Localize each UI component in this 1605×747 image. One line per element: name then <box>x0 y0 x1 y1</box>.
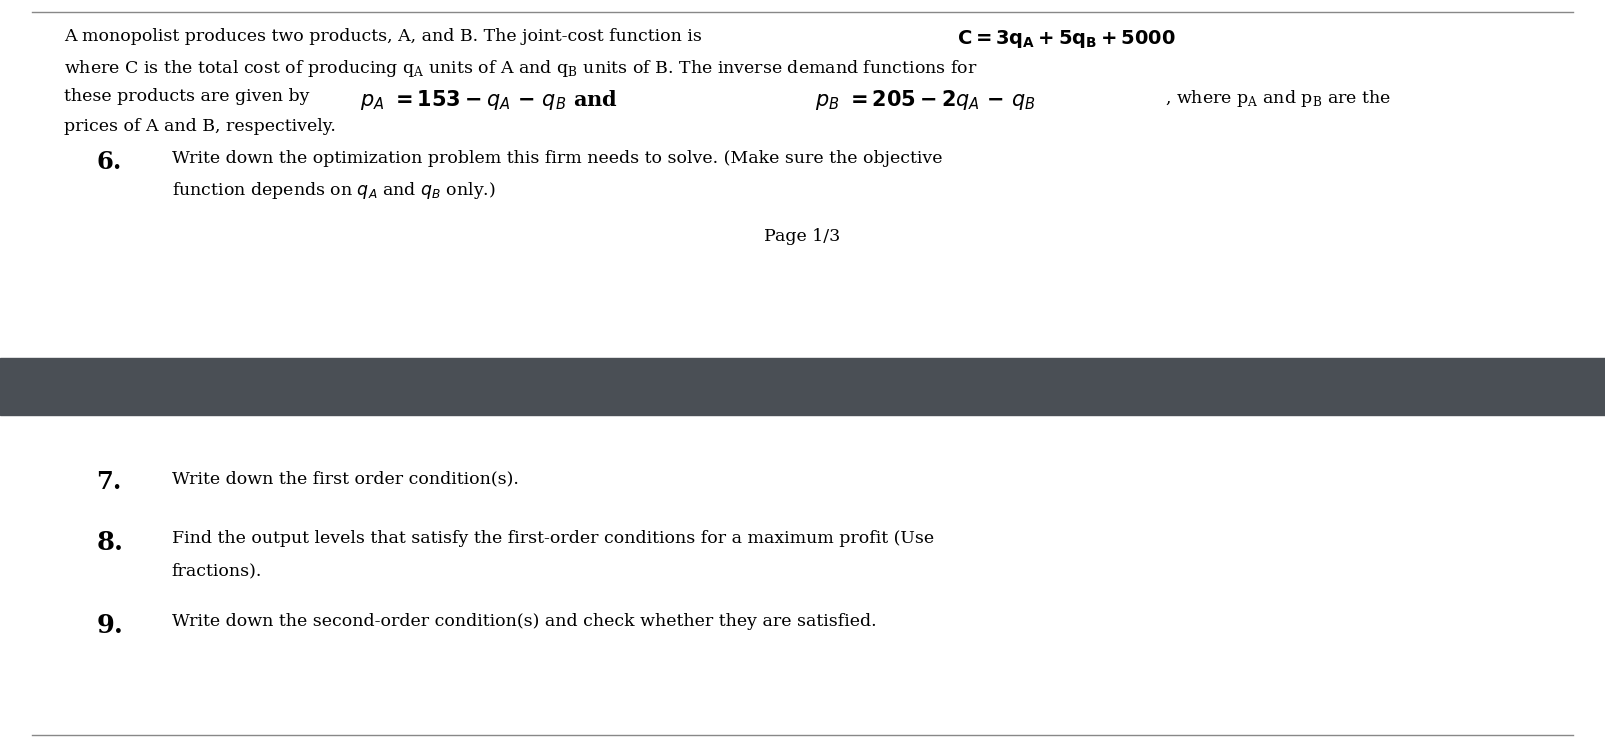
Text: function depends on $q_A$ and $q_B$ only.): function depends on $q_A$ and $q_B$ only… <box>172 180 496 201</box>
Text: $\boldsymbol{p_B}$ $\mathbf{= 205 - 2}$$\boldsymbol{q_A}$ $\boldsymbol{-}$ $\bol: $\boldsymbol{p_B}$ $\mathbf{= 205 - 2}$$… <box>815 88 1037 112</box>
Text: $\boldsymbol{p_A}$ $\mathbf{= 153 - }$$\boldsymbol{q_A}$ $\mathbf{-}$ $\boldsymb: $\boldsymbol{p_A}$ $\mathbf{= 153 - }$$\… <box>360 88 618 112</box>
Text: Write down the first order condition(s).: Write down the first order condition(s). <box>172 470 518 487</box>
Text: $\mathbf{C=3q_A + 5q_B + 5000}$: $\mathbf{C=3q_A + 5q_B + 5000}$ <box>957 28 1175 50</box>
Text: Write down the optimization problem this firm needs to solve. (Make sure the obj: Write down the optimization problem this… <box>172 150 942 167</box>
Text: where C is the total cost of producing q$_\mathregular{A}$ units of A and q$_\ma: where C is the total cost of producing q… <box>64 58 977 79</box>
Bar <box>0 358 1605 415</box>
Text: Write down the second-order condition(s) and check whether they are satisfied.: Write down the second-order condition(s)… <box>172 613 876 630</box>
Text: Page 1/3: Page 1/3 <box>764 228 841 245</box>
Text: fractions).: fractions). <box>172 562 262 579</box>
Text: Find the output levels that satisfy the first-order conditions for a maximum pro: Find the output levels that satisfy the … <box>172 530 934 547</box>
Text: 6.: 6. <box>96 150 122 174</box>
Text: these products are given by: these products are given by <box>64 88 315 105</box>
Text: A monopolist produces two products, A, and B. The joint-cost function is: A monopolist produces two products, A, a… <box>64 28 708 45</box>
Text: 7.: 7. <box>96 470 122 494</box>
Text: prices of A and B, respectively.: prices of A and B, respectively. <box>64 118 335 135</box>
Text: 9.: 9. <box>96 613 124 638</box>
Text: , where p$_\mathregular{A}$ and p$_\mathregular{B}$ are the: , where p$_\mathregular{A}$ and p$_\math… <box>1165 88 1392 109</box>
Text: 8.: 8. <box>96 530 124 555</box>
